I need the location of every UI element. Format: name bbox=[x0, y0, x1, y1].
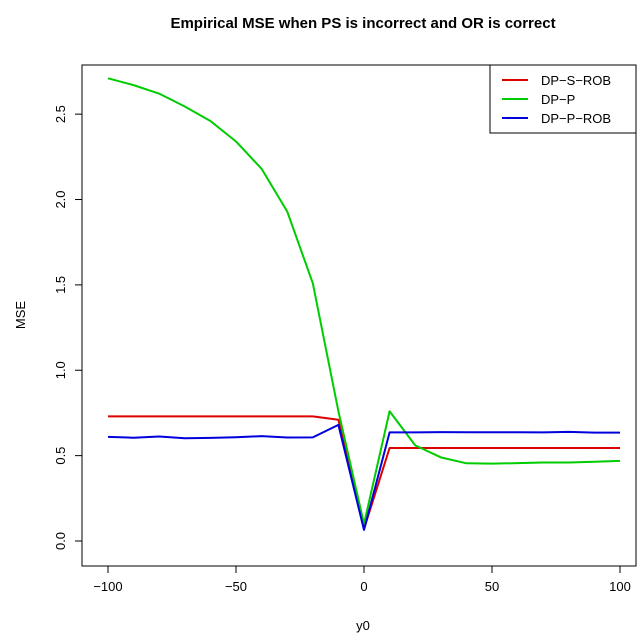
series-lines bbox=[107, 77, 621, 531]
legend-label: DP−P−ROB bbox=[541, 111, 611, 126]
x-tick-label: −50 bbox=[225, 579, 247, 594]
legend: DP−S−ROB DP−P DP−P−ROB bbox=[489, 64, 637, 134]
y-tick-label: 2.5 bbox=[53, 105, 68, 123]
y-tick-label: 1.0 bbox=[53, 361, 68, 379]
y-tick-label: 0.5 bbox=[53, 447, 68, 465]
x-tick-label: 0 bbox=[360, 579, 367, 594]
y-tick-label: 0.0 bbox=[53, 532, 68, 550]
legend-label: DP−S−ROB bbox=[541, 73, 611, 88]
y-axis: 0.0 0.5 1.0 1.5 2.0 2.5 bbox=[53, 105, 83, 550]
x-axis: −100 −50 0 50 100 bbox=[93, 565, 631, 594]
series-line-2 bbox=[107, 77, 621, 525]
y-tick-label: 2.0 bbox=[53, 190, 68, 208]
plot-area bbox=[81, 64, 637, 567]
series-line-3 bbox=[107, 423, 620, 531]
y-axis-label: MSE bbox=[13, 301, 28, 330]
x-tick-label: 50 bbox=[485, 579, 499, 594]
x-tick-label: 100 bbox=[609, 579, 631, 594]
legend-label: DP−P bbox=[541, 92, 575, 107]
y-tick-label: 1.5 bbox=[53, 276, 68, 294]
x-axis-label: y0 bbox=[356, 618, 370, 633]
x-tick-label: −100 bbox=[93, 579, 122, 594]
chart-title: Empirical MSE when PS is incorrect and O… bbox=[170, 15, 555, 32]
